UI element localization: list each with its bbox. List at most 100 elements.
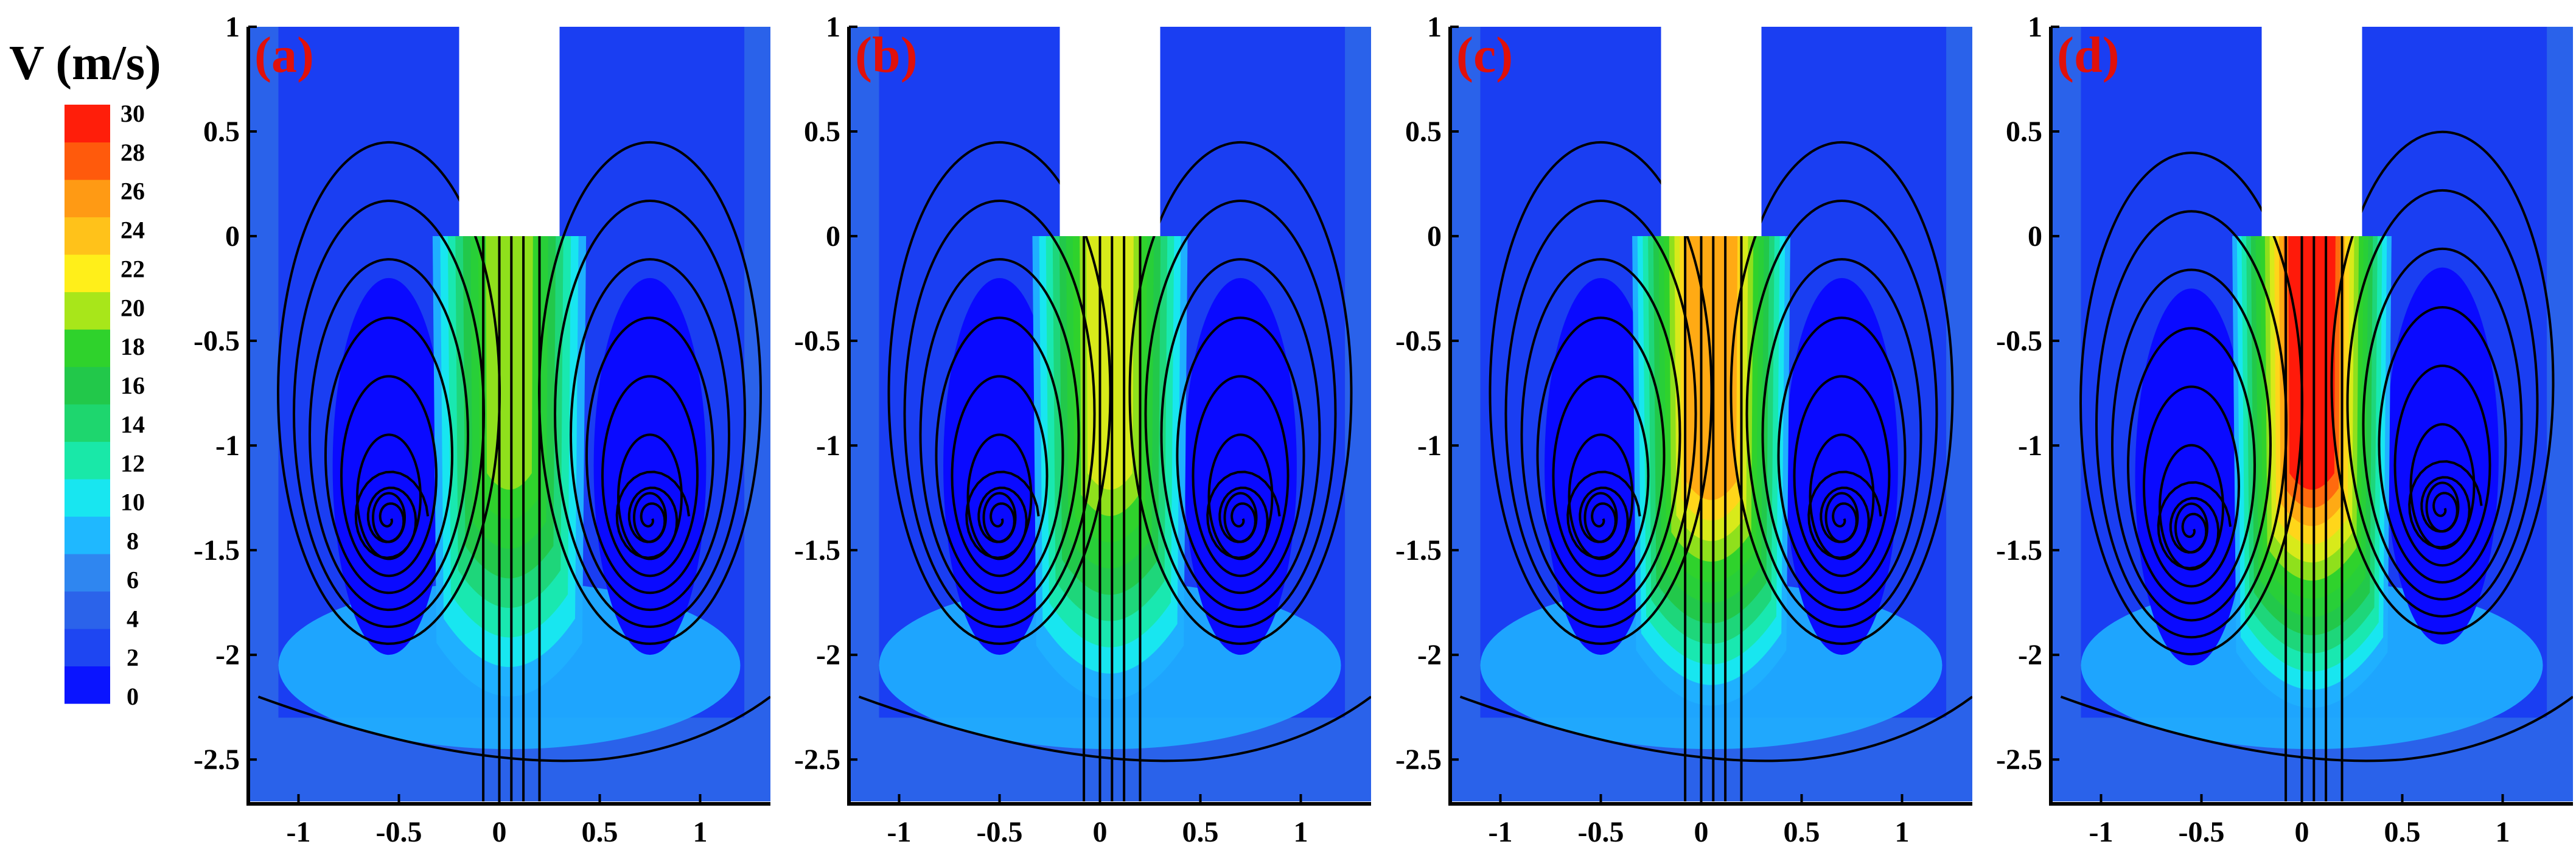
y-tick-label: -1.5 <box>194 534 240 567</box>
colorbar-swatch <box>65 366 110 405</box>
colorbar-tick-label: 18 <box>120 333 145 360</box>
y-tick-label: -2 <box>2018 639 2042 671</box>
x-tick-label: -0.5 <box>977 816 1023 848</box>
x-tick-label: 0 <box>1694 816 1709 848</box>
colorbar-tick-label: 12 <box>120 450 145 477</box>
colorbar-tick-label: 2 <box>127 644 139 671</box>
panel-label: (c) <box>1456 27 1513 83</box>
y-tick-label: 0 <box>826 220 840 253</box>
y-tick-label: 0 <box>1427 220 1442 253</box>
panel: 1 0.5 0 -0.5 -1 -1.5 -2 -2.5 -1 -0.5 0 0.5 1 (a) <box>194 11 770 848</box>
y-tick-label: 0.5 <box>2006 116 2042 148</box>
colorbar-swatch <box>65 666 110 704</box>
x-tick-label: 1 <box>2496 816 2510 848</box>
slot-obstacle <box>1661 26 1762 237</box>
y-tick-label: 1 <box>826 11 840 43</box>
colorbar-swatch <box>65 479 110 517</box>
colorbar-tick-label: 10 <box>120 489 145 516</box>
panel: 1 0.5 0 -0.5 -1 -1.5 -2 -2.5 -1 -0.5 0 0.5 1 (c) <box>1395 11 1972 848</box>
panel-label: (a) <box>254 27 314 83</box>
x-tick-label: 0.5 <box>582 816 618 848</box>
velocity-field <box>248 27 770 801</box>
y-tick-label: 0 <box>2028 220 2042 253</box>
x-tick-label: 1 <box>693 816 708 848</box>
y-tick-label: 1 <box>1427 11 1442 43</box>
streamlines <box>257 141 770 801</box>
colorbar-tick-label: 4 <box>127 605 139 632</box>
streamlines <box>858 141 1371 801</box>
axes <box>1448 27 1972 806</box>
x-tick-label: 0.5 <box>1784 816 1820 848</box>
colorbar-tick-label: 14 <box>120 411 145 438</box>
y-tick-label: -2.5 <box>1395 744 1442 776</box>
x-tick-label: -1 <box>2089 816 2114 848</box>
x-tick-label: -1 <box>287 816 311 848</box>
y-tick-label: -2.5 <box>1996 744 2042 776</box>
y-tick-label: -2.5 <box>194 744 240 776</box>
x-tick-label: -1 <box>887 816 912 848</box>
x-tick-label: -0.5 <box>376 816 422 848</box>
y-tick-label: -1.5 <box>1996 534 2042 567</box>
y-tick-label: -0.5 <box>1395 325 1442 357</box>
panels: 1 0.5 0 -0.5 -1 -1.5 -2 -2.5 -1 -0.5 0 0.5 1 (a) 1 0.5 0… <box>194 11 2573 848</box>
colorbar-tick-label: 28 <box>120 139 145 166</box>
slot-obstacle <box>1059 26 1161 237</box>
colorbar-swatch <box>65 254 110 293</box>
y-tick-label: 1 <box>225 11 240 43</box>
colorbar-tick-label: 16 <box>120 372 145 399</box>
colorbar-tick-label: 6 <box>127 566 139 593</box>
y-tick-label: -1 <box>215 430 240 462</box>
colorbar-swatch <box>65 441 110 480</box>
colorbar-swatch <box>65 629 110 667</box>
colorbar-swatch <box>65 180 110 218</box>
colorbar-tick-label: 24 <box>120 217 145 244</box>
colorbar-swatch <box>65 554 110 592</box>
colorbar-swatch <box>65 591 110 629</box>
velocity-field <box>2051 27 2573 801</box>
y-tick-label: 0.5 <box>1405 116 1442 148</box>
y-tick-label: -1 <box>816 430 840 462</box>
x-tick-label: 1 <box>1294 816 1308 848</box>
colorbar-swatch <box>65 329 110 368</box>
slot-obstacle <box>459 26 560 237</box>
colorbar-swatch <box>65 516 110 554</box>
colorbar-tick-label: 26 <box>120 178 145 205</box>
colorbar-tick-label: 0 <box>127 683 139 710</box>
colorbar-swatches <box>65 105 110 704</box>
colorbar-tick-label: 8 <box>127 528 139 555</box>
x-tick-label: 1 <box>1895 816 1910 848</box>
colorbar-swatch <box>65 105 110 143</box>
panel: 1 0.5 0 -0.5 -1 -1.5 -2 -2.5 -1 -0.5 0 0.5 1 (b) <box>794 11 1371 848</box>
y-tick-label: -1.5 <box>1395 534 1442 567</box>
colorbar-swatch <box>65 217 110 255</box>
x-tick-label: 0.5 <box>2384 816 2421 848</box>
y-tick-label: 0.5 <box>203 116 240 148</box>
y-tick-label: -0.5 <box>194 325 240 357</box>
y-tick-label: -2.5 <box>794 744 840 776</box>
panel-label: (d) <box>2057 27 2120 83</box>
slot-obstacle <box>2261 26 2362 237</box>
axes <box>2049 27 2573 806</box>
colorbar-swatch <box>65 142 110 180</box>
y-tick-label: -2 <box>816 639 840 671</box>
x-tick-label: 0 <box>2295 816 2309 848</box>
axes <box>246 27 770 806</box>
y-tick-label: 0.5 <box>804 116 840 148</box>
colorbar-swatch <box>65 291 110 330</box>
y-tick-label: -1.5 <box>794 534 840 567</box>
colorbar-tick-label: 30 <box>120 100 145 127</box>
streamlines <box>1459 141 1972 801</box>
colorbar-tick-label: 20 <box>120 294 145 321</box>
y-tick-label: -2 <box>1417 639 1442 671</box>
x-tick-label: 0 <box>492 816 507 848</box>
y-tick-label: -2 <box>215 639 240 671</box>
streamlines <box>2060 130 2573 801</box>
y-tick-label: -0.5 <box>1996 325 2042 357</box>
colorbar-swatch <box>65 404 110 442</box>
y-tick-label: -1 <box>1417 430 1442 462</box>
y-tick-label: -0.5 <box>794 325 840 357</box>
y-tick-label: 0 <box>225 220 240 253</box>
